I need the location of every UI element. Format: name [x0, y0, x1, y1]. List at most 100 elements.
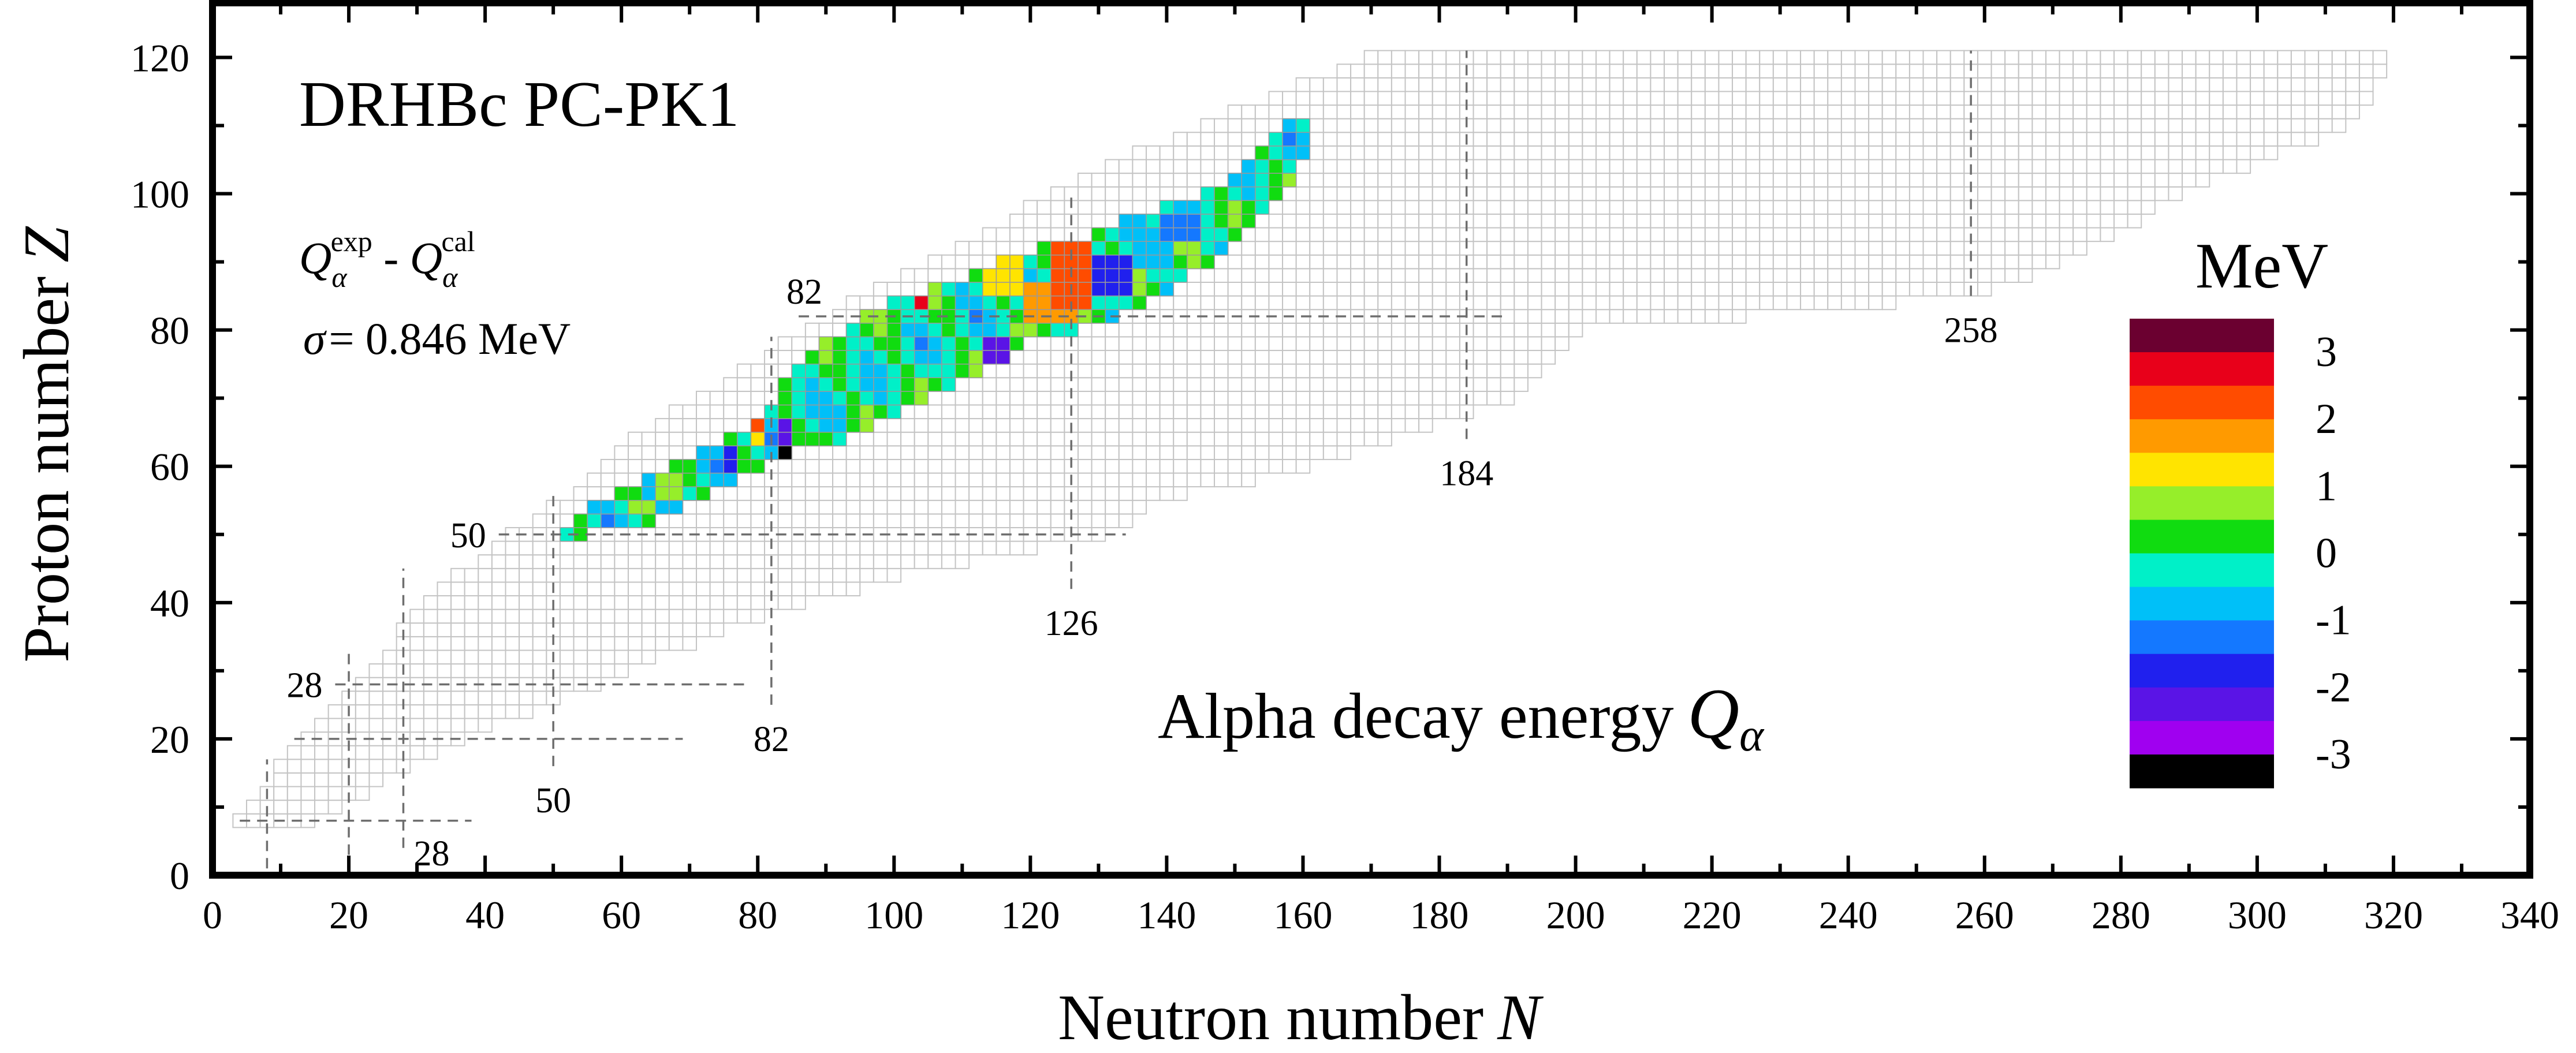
nuclide-cell — [968, 241, 983, 256]
exp-cell — [628, 499, 643, 515]
nuclide-cell — [1704, 213, 1720, 229]
nuclide-cell — [777, 513, 793, 528]
nuclide-cell — [1077, 350, 1093, 365]
nuclide-cell — [1759, 145, 1774, 160]
nuclide-cell — [1595, 295, 1611, 311]
nuclide-cell — [1977, 50, 1992, 65]
nuclide-cell — [1554, 254, 1570, 270]
nuclide-cell — [1827, 295, 1842, 311]
nuclide-cell — [1254, 336, 1270, 352]
nuclide-cell — [818, 472, 834, 488]
nuclide-cell — [1949, 104, 1965, 120]
nuclide-cell — [750, 472, 766, 488]
nuclide-cell — [1990, 118, 2006, 133]
nuclide-cell — [982, 472, 997, 488]
nuclide-cell — [968, 486, 983, 501]
nuclide-cell — [1650, 64, 1665, 79]
nuclide-cell — [478, 567, 493, 583]
nuclide-cell — [1336, 404, 1352, 420]
nuclide-cell — [1227, 145, 1243, 160]
nuclide-cell — [1390, 77, 1406, 92]
nuclide-cell — [2304, 77, 2320, 92]
nuclide-cell — [1704, 241, 1720, 256]
nuclide-cell — [1214, 390, 1229, 406]
exp-cell — [1268, 186, 1283, 201]
exp-cell — [1023, 323, 1038, 338]
exp-cell — [845, 404, 861, 419]
nuclide-cell — [1404, 186, 1420, 201]
nuclide-cell — [900, 268, 915, 283]
nuclide-cell — [1050, 390, 1065, 406]
nuclide-cell — [1527, 91, 1542, 106]
exp-cell — [1132, 255, 1147, 270]
nuclide-cell — [1309, 281, 1324, 297]
nuclide-cell — [409, 704, 424, 719]
nuclide-cell — [1541, 227, 1556, 242]
nuclide-cell — [1350, 281, 1365, 297]
nuclide-cell — [1472, 50, 1488, 65]
nuclide-cell — [1159, 363, 1175, 379]
nuclide-cell — [668, 418, 684, 433]
nuclide-cell — [423, 745, 438, 760]
nuclide-cell — [1677, 118, 1693, 133]
nuclide-cell — [1268, 363, 1284, 379]
nuclide-cell — [437, 704, 452, 719]
nuclide-cell — [1350, 91, 1365, 106]
nuclide-cell — [1214, 295, 1229, 311]
nuclide-cell — [1541, 77, 1556, 92]
nuclide-cell — [1908, 91, 1924, 106]
nuclide-cell — [1431, 241, 1447, 256]
nuclide-cell — [1159, 295, 1175, 311]
nuclide-cell — [1772, 241, 1788, 256]
nuclide-cell — [1227, 281, 1243, 297]
nuclide-cell — [355, 704, 370, 719]
exp-cell — [1023, 295, 1038, 310]
nuclide-cell — [1173, 458, 1188, 474]
nuclide-cell — [941, 445, 956, 460]
nuclide-cell — [1227, 295, 1243, 311]
nuclide-cell — [1445, 50, 1460, 65]
nuclide-cell — [1636, 254, 1652, 270]
exp-cell — [805, 377, 820, 392]
exp-cell — [1050, 282, 1065, 297]
nuclide-cell — [1390, 145, 1406, 160]
nuclide-cell — [1431, 363, 1447, 379]
nuclide-cell — [1990, 91, 2006, 106]
nuclide-cell — [1513, 281, 1529, 297]
nuclide-cell — [2154, 159, 2169, 174]
nuclide-cell — [1854, 91, 1870, 106]
nuclide-cell — [655, 458, 670, 474]
nuclide-cell — [1486, 159, 1501, 174]
nuclide-cell — [1105, 486, 1120, 501]
nuclide-cell — [1295, 186, 1311, 201]
nuclide-cell — [1513, 159, 1529, 174]
exp-cell — [927, 350, 942, 365]
exp-cell — [1159, 200, 1174, 215]
nuclide-cell — [818, 540, 834, 556]
nuclide-cell — [641, 554, 657, 569]
nuclide-cell — [1691, 213, 1706, 229]
nuclide-cell — [1227, 418, 1243, 433]
nuclide-cell — [314, 745, 329, 760]
nuclide-cell — [1091, 173, 1106, 188]
nuclide-cell — [1664, 281, 1679, 297]
nuclide-cell — [2045, 254, 2060, 270]
nuclide-cell — [1772, 145, 1788, 160]
nuclide-cell — [1922, 50, 1938, 65]
nuclide-cell — [1159, 445, 1175, 460]
nuclide-cell — [1936, 200, 1951, 215]
nuclide-cell — [464, 663, 479, 678]
nuclide-cell — [1404, 377, 1420, 392]
nuclide-cell — [859, 499, 874, 515]
nuclide-cell — [668, 445, 684, 460]
nuclide-cell — [1173, 472, 1188, 488]
exp-cell — [1227, 200, 1242, 215]
nuclide-cell — [1200, 377, 1216, 392]
exp-cell — [1268, 159, 1283, 174]
nuclide-cell — [1295, 336, 1311, 352]
nuclide-cell — [1786, 132, 1802, 147]
nuclide-cell — [1322, 173, 1338, 188]
nuclide-cell — [1037, 445, 1052, 460]
nuclide-cell — [1786, 227, 1802, 242]
nuclide-cell — [368, 745, 384, 760]
